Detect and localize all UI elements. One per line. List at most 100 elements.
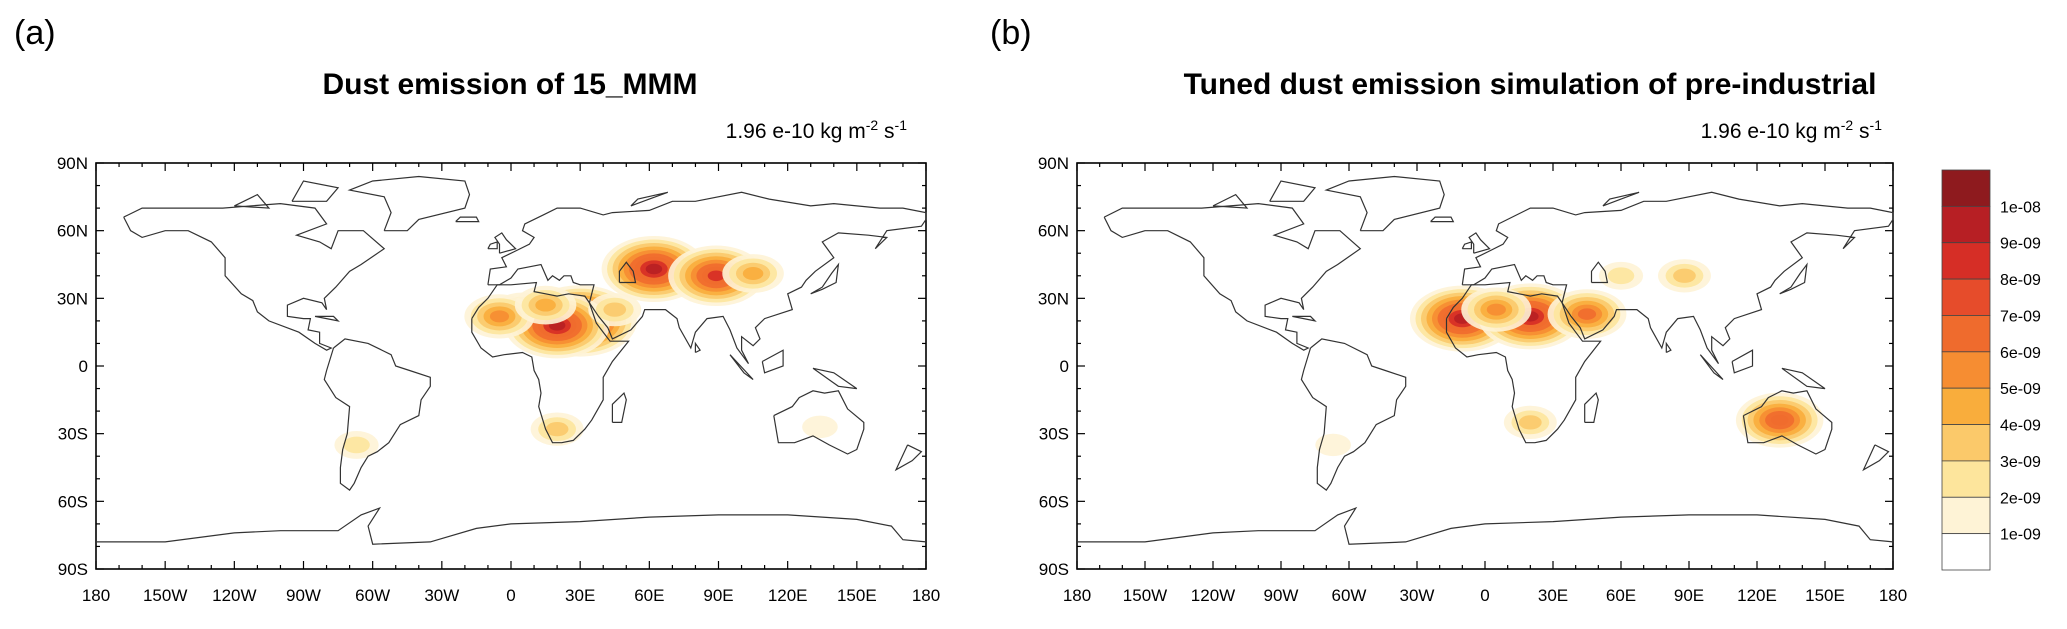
panel-b-dust-field [1315,259,1824,457]
panel-b-lat-label: 90S [1039,560,1069,579]
panel-a-dust-blob [603,302,627,317]
panel-b-coastline [1461,241,1472,250]
panel-b-coastline [1430,216,1455,223]
panel-b-lon-label: 180 [1879,586,1907,605]
panel-b-coastline [1731,349,1754,374]
panel-a-lon-label: 60W [355,586,390,605]
panel-a-coastline [123,202,386,351]
panel-b-coastlines [1077,175,1894,545]
colorbar-label: 1e-08 [2000,199,2041,216]
panel-b-coastline [1742,390,1833,455]
panel-b-coastline [1212,193,1249,209]
panel-b-units: 1.96 e-10 kg m-2 s-1 [1700,117,1882,143]
panel-b-coastline [1665,341,1672,354]
panel-a-lon-label: 180 [912,586,940,605]
panel-a-coastline [487,241,498,250]
panel-b-coastline [1461,191,1894,365]
panel-a-coastline [314,315,340,322]
panel-a-coastline [812,367,858,390]
panel-b-lon-label: 180 [1063,586,1091,605]
colorbar-label: 6e-09 [2000,345,2041,362]
panel-a-lon-label: 60E [634,586,664,605]
panel-b-coastline [1602,191,1640,207]
panel-b-coastline [1590,261,1609,284]
colorbar-swatch [1941,496,1991,535]
panel-a-units: 1.96 e-10 kg m-2 s-1 [725,117,907,143]
panel-b-title: Tuned dust emission simulation of pre-in… [1183,68,1877,101]
panel-a-lon-label: 90W [286,586,321,605]
map-panel-b: 90N 60N 30N 0 30S 60S 90S 180 150W 120W 90W 60W 30W 0… [1038,154,1907,605]
panel-b-lat-label: 60N [1038,222,1069,241]
panel-b-coastline [1324,175,1445,232]
panel-a-lon-label: 0 [506,586,515,605]
colorbar-swatch [1941,424,1991,462]
panel-b-lon-label: 60E [1606,586,1636,605]
panel-a-lon-label: 30W [424,586,459,605]
panel-b-axes: 90N 60N 30N 0 30S 60S 90S 180 150W 120W 90W 60W 30W 0… [1038,154,1907,605]
panel-b-dust-blob [1315,433,1351,457]
panel-a-coastlines [96,175,927,545]
panel-b-coastline [1584,391,1599,423]
map-panel-a: 90N 60N 30N 0 30S 60S 90S 180 150W 120W 90W 60W 30W 0… [57,154,940,605]
panel-a-coastline [694,341,701,354]
panel-a-axes: 90N 60N 30N 0 30S 60S 90S 180 150W 120W 90W 60W 30W 0… [57,154,940,605]
panel-a-coastline [347,175,471,232]
panel-a-dust-blob [535,298,556,312]
panel-a-lat-label: 30S [58,425,88,444]
panel-a-lat-label: 60N [57,222,88,241]
colorbar-swatch [1941,460,1991,498]
panel-a-dust-field [334,236,838,459]
panel-b-plot-frame [1076,162,1894,570]
panel-b-lat-label: 60S [1039,492,1069,511]
panel-a-dust-blob [489,310,510,323]
panel-b-coastline [1445,281,1602,444]
panel-b-lon-label: 120E [1737,586,1777,605]
panel-b-lat-label: 30N [1038,289,1069,308]
panel-a-dust-blob [545,422,569,437]
colorbar-label: 1e-09 [2000,527,2041,544]
panel-b-lon-label: 90E [1674,586,1704,605]
panel-a-dust-blob [742,267,764,280]
panel-a-coastline [96,506,927,545]
panel-b-dust-blob [1577,308,1597,320]
colorbar-label: 4e-09 [2000,418,2041,435]
panel-a-coastline [234,193,271,209]
panel-b-lon-label: 90W [1264,586,1299,605]
panel-b-dust-blob [1486,303,1506,316]
colorbar-swatch [1941,533,1991,571]
panel-a-lon-label: 150E [837,586,877,605]
panel-b-coastline [1292,315,1317,322]
panel-b-dust-blob [1607,267,1635,285]
colorbar-swatch [1941,205,1991,244]
colorbar-swatch [1941,387,1991,425]
colorbar-swatch [1941,278,1991,316]
panel-a-lat-label: 0 [79,357,88,376]
panel-b-coastline [1779,262,1808,295]
colorbar-label: 5e-09 [2000,381,2041,398]
panel-a-letter: (a) [14,14,56,52]
panel-b-lat-label: 30S [1039,425,1069,444]
panel-a-lon-label: 150W [143,586,187,605]
panel-a-coastline [471,281,630,444]
colorbar-swatch [1941,242,1991,280]
panel-a-lat-label: 60S [58,492,88,511]
colorbar-label: 2e-09 [2000,490,2041,507]
panel-a-plot-frame [95,162,927,570]
panel-b-coastline [1781,367,1826,390]
panel-b-lon-label: 150E [1805,586,1845,605]
panel-b-lon-label: 60W [1332,586,1367,605]
colorbar-label: 7e-09 [2000,308,2041,325]
panel-a-coastline [487,191,927,365]
panel-b-coastline [1699,354,1724,380]
panel-a-lon-label: 180 [82,586,110,605]
panel-b-letter: (b) [990,14,1032,52]
panel-b-lat-label: 90N [1038,154,1069,173]
panel-a-coastline [494,232,517,254]
panel-b-lat-label: 0 [1060,357,1069,376]
panel-b-dust-blob [1770,414,1789,426]
colorbar-swatch [1941,315,1991,353]
panel-b-coastline [1269,180,1317,202]
panel-a-coastline [894,444,923,472]
panel-a-dust-blob [802,415,838,439]
panel-a-lon-label: 120E [768,586,808,605]
